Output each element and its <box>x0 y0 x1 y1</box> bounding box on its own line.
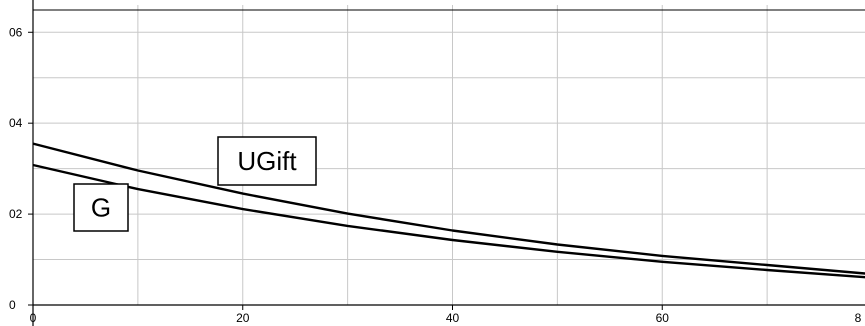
annotation-box <box>73 183 129 232</box>
grid <box>32 5 865 305</box>
series-line-ugift <box>32 142 865 275</box>
annotations: UGift G <box>73 136 317 232</box>
y-tick-label: 04 <box>9 116 23 130</box>
series-line-g <box>32 163 865 279</box>
annotation-g: G <box>73 183 129 232</box>
x-tick-label: 8 <box>855 311 862 325</box>
annotation-label: G <box>91 193 111 223</box>
y-tick-label: 06 <box>9 25 23 39</box>
x-tick-label: 0 <box>30 311 37 325</box>
axes <box>32 0 865 326</box>
x-tick-label: 60 <box>656 311 670 325</box>
annotation-label: UGift <box>237 146 297 176</box>
annotation-box <box>217 136 317 186</box>
x-tick-label: 40 <box>446 311 460 325</box>
x-tick-label: 20 <box>236 311 250 325</box>
annotation-ugift: UGift <box>217 136 317 186</box>
y-tick-label: 02 <box>9 207 23 221</box>
series-layer <box>32 142 865 279</box>
y-tick-label: 0 <box>9 298 16 312</box>
